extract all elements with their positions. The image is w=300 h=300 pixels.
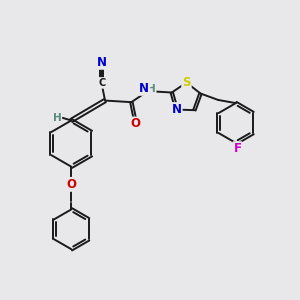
Text: O: O xyxy=(130,118,140,130)
Text: S: S xyxy=(182,76,191,89)
Text: F: F xyxy=(233,142,242,155)
Text: C: C xyxy=(98,78,106,88)
Text: N: N xyxy=(172,103,182,116)
Text: N: N xyxy=(97,56,107,69)
Text: N: N xyxy=(139,82,149,95)
Text: H: H xyxy=(147,84,156,94)
Text: O: O xyxy=(66,178,76,191)
Text: H: H xyxy=(52,113,61,123)
